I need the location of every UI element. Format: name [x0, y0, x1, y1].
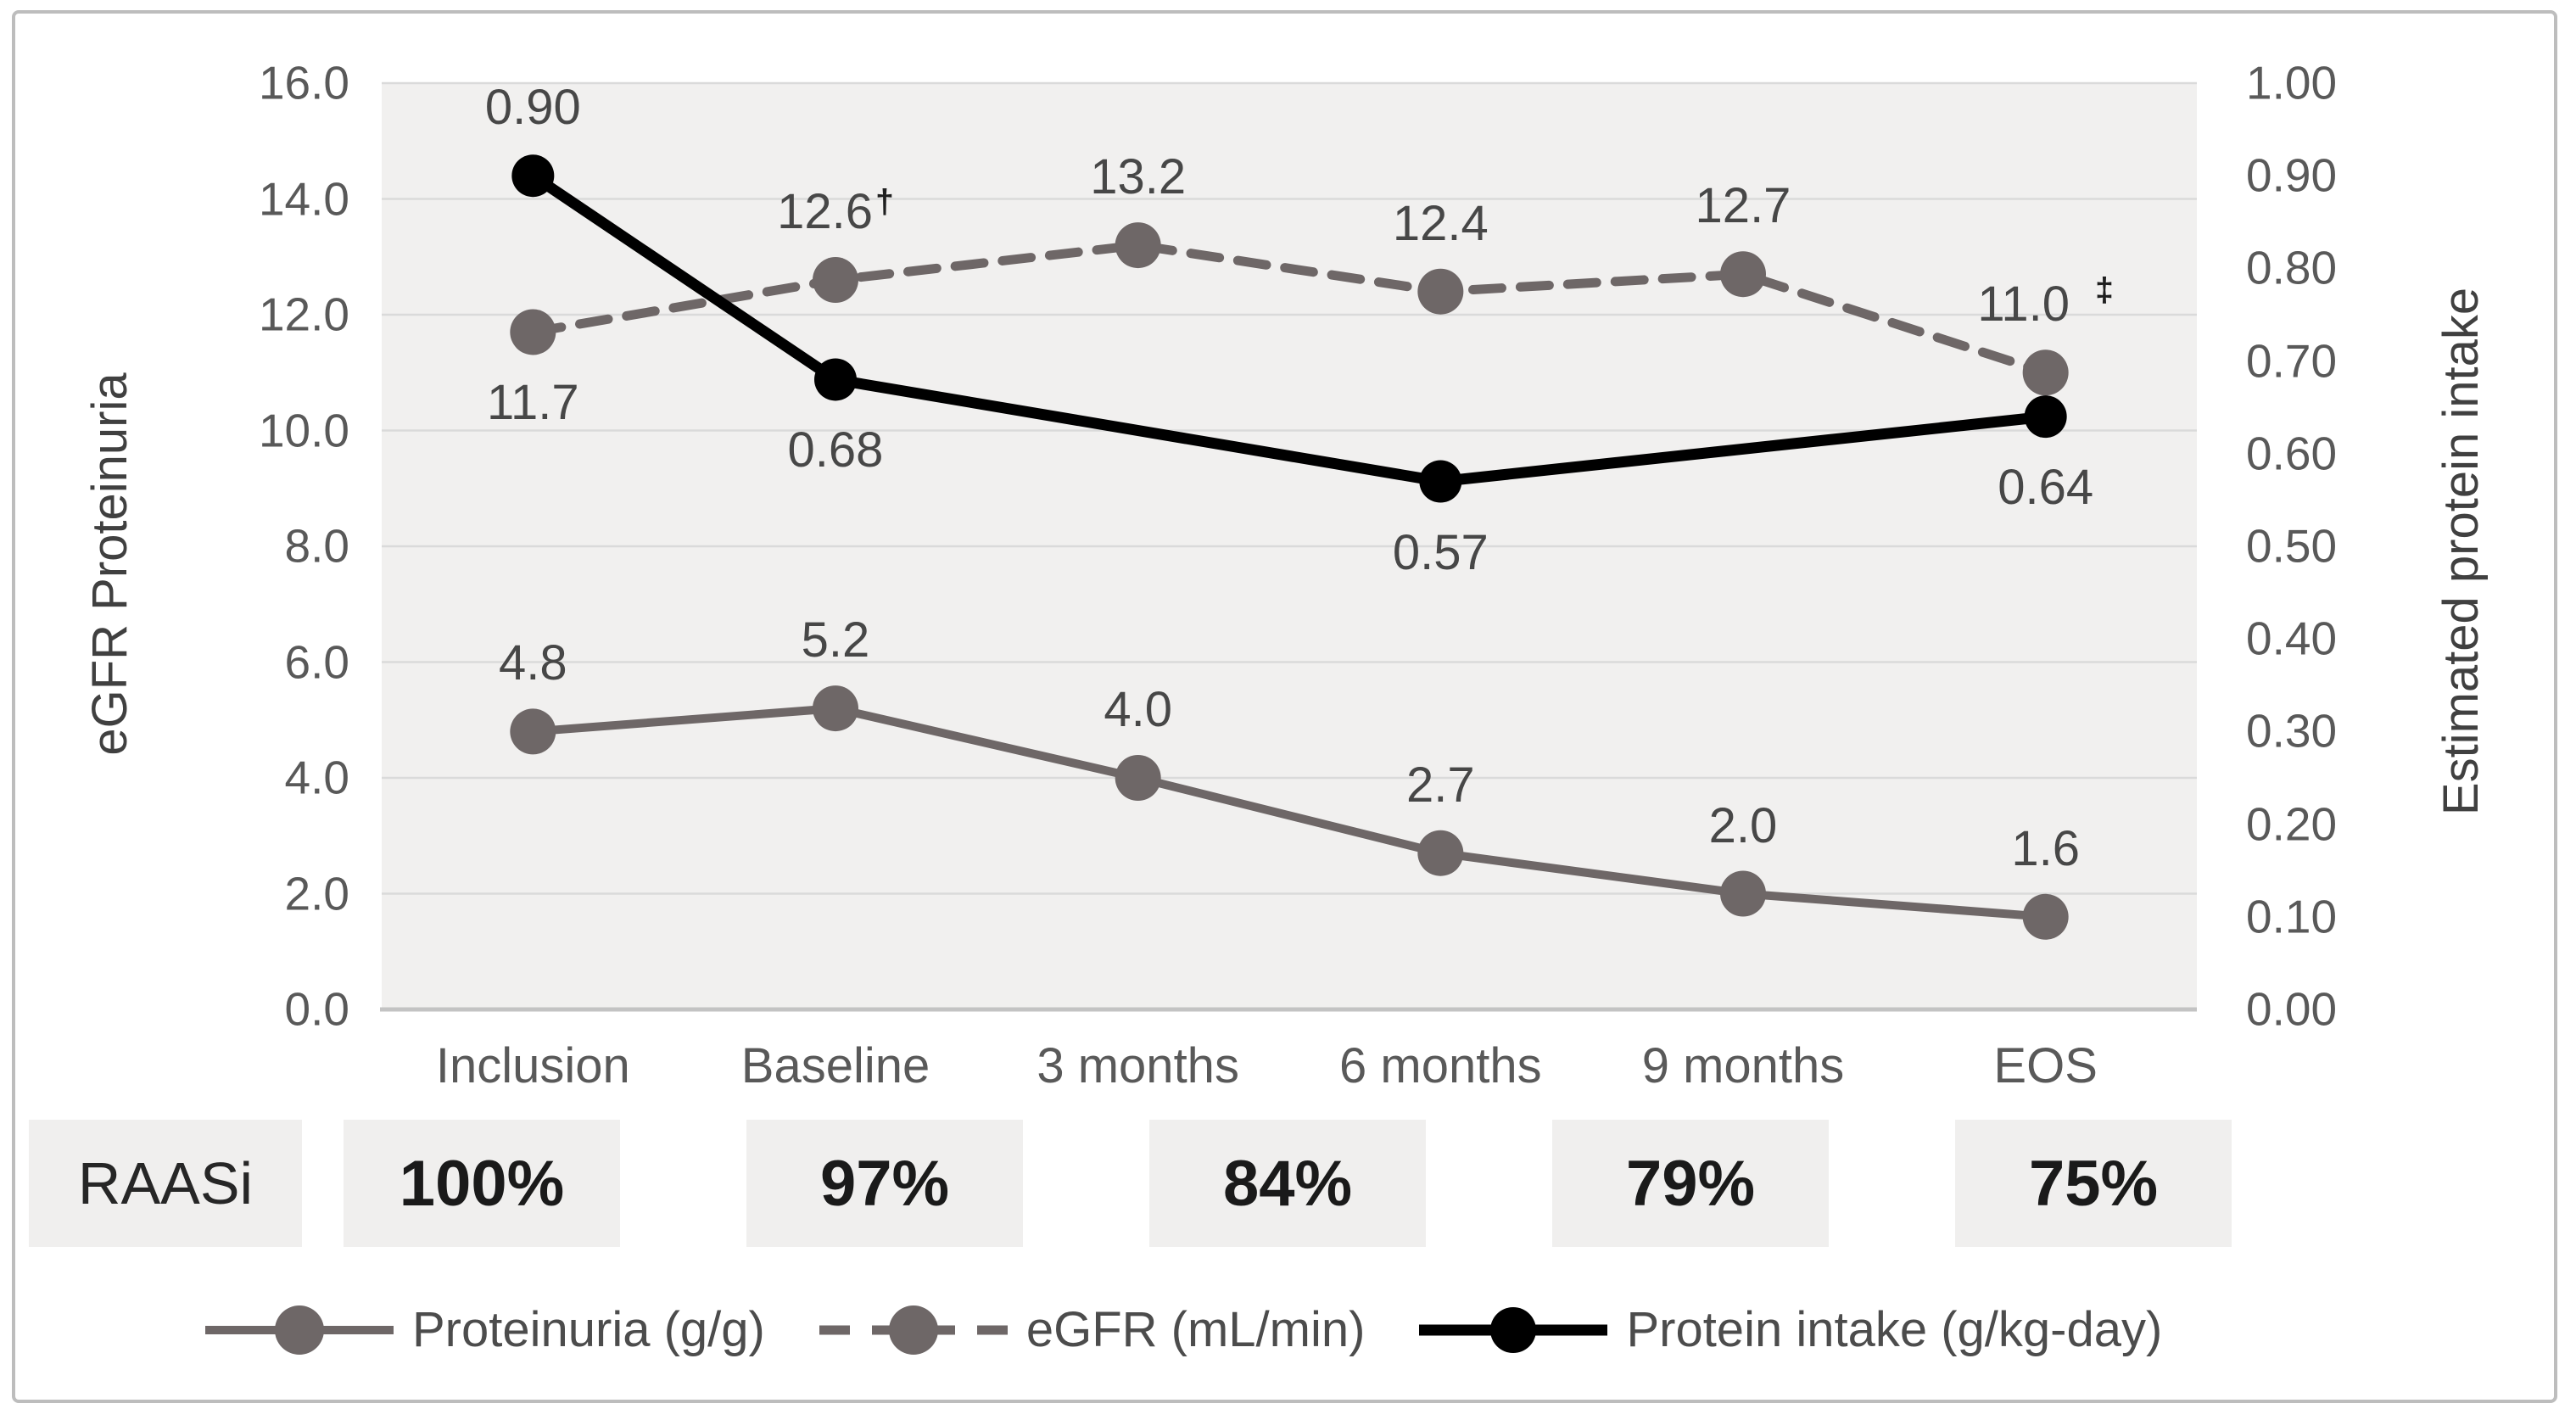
raasi-value-cell: 100%: [344, 1120, 620, 1247]
series-line-protein-intake-g-kg-day: [527, 170, 2052, 488]
left-axis-tick: 2.0: [284, 867, 349, 920]
data-label-proteinuria-g-g: 2.7: [1406, 757, 1475, 813]
legend-swatch-proteinuria-g-g: [205, 1305, 394, 1355]
marker-egfr-ml-min: [1720, 251, 1766, 298]
marker-proteinuria-g-g: [2022, 893, 2069, 940]
marker-protein-intake-g-kg-day: [2024, 395, 2067, 439]
data-label-protein-intake-g-kg-day: 0.57: [1392, 524, 1489, 580]
right-axis-tick: 0.60: [2246, 427, 2338, 480]
data-label-egfr-ml-min: 12.6†: [777, 183, 894, 240]
marker-egfr-ml-min: [1115, 222, 1161, 269]
left-axis-tick: 16.0: [258, 56, 349, 109]
marker-egfr-ml-min: [813, 257, 858, 304]
left-axis-tick: 12.0: [258, 288, 349, 341]
data-label-protein-intake-g-kg-day: 0.68: [787, 422, 884, 478]
legend-label-egfr-ml-min: eGFR (mL/min): [1025, 1302, 1366, 1357]
raasi-value: 79%: [1625, 1147, 1756, 1220]
chart-legend: Proteinuria (g/g) eGFR (mL/min) Protein in…: [205, 1283, 2162, 1378]
right-axis-tick: 0.40: [2246, 612, 2338, 665]
left-axis-tick: 4.0: [284, 751, 349, 804]
data-label-proteinuria-g-g: 2.0: [1708, 797, 1778, 853]
right-axis-tick: 1.00: [2246, 56, 2338, 109]
marker-egfr-ml-min: [2022, 349, 2069, 396]
footnote-marker: ‡: [2094, 271, 2114, 309]
data-label-protein-intake-g-kg-day: 0.90: [484, 80, 581, 136]
legend-swatch-egfr-ml-min: [819, 1305, 1008, 1355]
data-label-proteinuria-g-g: 4.8: [499, 635, 567, 691]
left-axis-tick: 10.0: [258, 404, 349, 456]
right-axis-tick: 0.20: [2246, 797, 2338, 851]
data-label-egfr-ml-min: 12.4: [1392, 195, 1489, 251]
right-axis-tick: 0.90: [2246, 148, 2338, 202]
right-axis-tick: 0.50: [2246, 519, 2338, 573]
data-label-egfr-ml-min: 13.2: [1090, 149, 1187, 205]
left-axis-tick: 0.0: [284, 982, 349, 1036]
left-axis-tick: 8.0: [284, 519, 349, 573]
right-axis-tick: 0.80: [2246, 241, 2338, 294]
right-axis-tick: 0.00: [2246, 982, 2338, 1036]
data-label-proteinuria-g-g: 4.0: [1104, 682, 1172, 737]
raasi-value-cell: 84%: [1149, 1120, 1426, 1247]
left-axis-tick: 6.0: [284, 635, 349, 688]
data-label-proteinuria-g-g: 5.2: [801, 612, 870, 668]
legend-item-proteinuria-g-g: Proteinuria (g/g): [205, 1294, 765, 1366]
data-label-proteinuria-g-g: 1.6: [2011, 820, 2080, 876]
legend-swatch-protein-intake-g-kg-day: [1419, 1307, 1608, 1353]
right-axis-tick: 0.30: [2246, 704, 2338, 758]
data-label-egfr-ml-min: 11.0 ‡: [1977, 271, 2114, 333]
raasi-value-cell: 97%: [746, 1120, 1023, 1247]
marker-egfr-ml-min: [1417, 268, 1464, 315]
data-label-egfr-ml-min: 11.7: [487, 375, 579, 431]
marker-protein-intake-g-kg-day: [814, 358, 857, 401]
category-label-inclusion: Inclusion: [435, 1038, 630, 1093]
right-axis-tick: 0.10: [2246, 890, 2338, 943]
legend-item-egfr-ml-min: eGFR (mL/min): [819, 1294, 1366, 1366]
raasi-value: 97%: [819, 1147, 950, 1220]
legend-item-protein-intake-g-kg-day: Protein intake (g/kg-day): [1419, 1294, 2162, 1366]
raasi-value: 75%: [2028, 1147, 2159, 1220]
legend-label-proteinuria-g-g: Proteinuria (g/g): [412, 1302, 765, 1357]
marker-protein-intake-g-kg-day: [1419, 460, 1462, 503]
marker-proteinuria-g-g: [1417, 830, 1464, 876]
raasi-row-label: RAASi: [77, 1150, 254, 1216]
footnote-marker: †: [874, 183, 894, 221]
raasi-row-header: RAASi: [29, 1120, 302, 1247]
marker-proteinuria-g-g: [1720, 870, 1766, 917]
legend-label-protein-intake-g-kg-day: Protein intake (g/kg-day): [1626, 1302, 2163, 1357]
category-label-9-months: 9 months: [1641, 1038, 1845, 1093]
marker-proteinuria-g-g: [1115, 755, 1161, 801]
raasi-value-cell: 75%: [1955, 1120, 2232, 1247]
marker-protein-intake-g-kg-day: [511, 154, 555, 198]
marker-proteinuria-g-g: [510, 708, 556, 755]
raasi-value-cell: 79%: [1552, 1120, 1829, 1247]
marker-proteinuria-g-g: [813, 685, 858, 732]
raasi-value: 100%: [399, 1147, 565, 1220]
raasi-value: 84%: [1222, 1147, 1353, 1220]
category-label-baseline: Baseline: [740, 1038, 930, 1093]
right-axis-tick: 0.70: [2246, 334, 2338, 388]
data-label-protein-intake-g-kg-day: 0.64: [1998, 460, 2094, 516]
data-label-egfr-ml-min: 12.7: [1695, 178, 1791, 234]
category-label-3-months: 3 months: [1037, 1038, 1239, 1093]
series-line-egfr-ml-min: [528, 240, 2051, 377]
left-axis-tick: 14.0: [258, 172, 349, 225]
category-label-6-months: 6 months: [1339, 1038, 1542, 1093]
series-line-proteinuria-g-g: [528, 704, 2050, 921]
marker-egfr-ml-min: [510, 309, 556, 355]
category-label-eos: EOS: [1993, 1038, 2098, 1093]
